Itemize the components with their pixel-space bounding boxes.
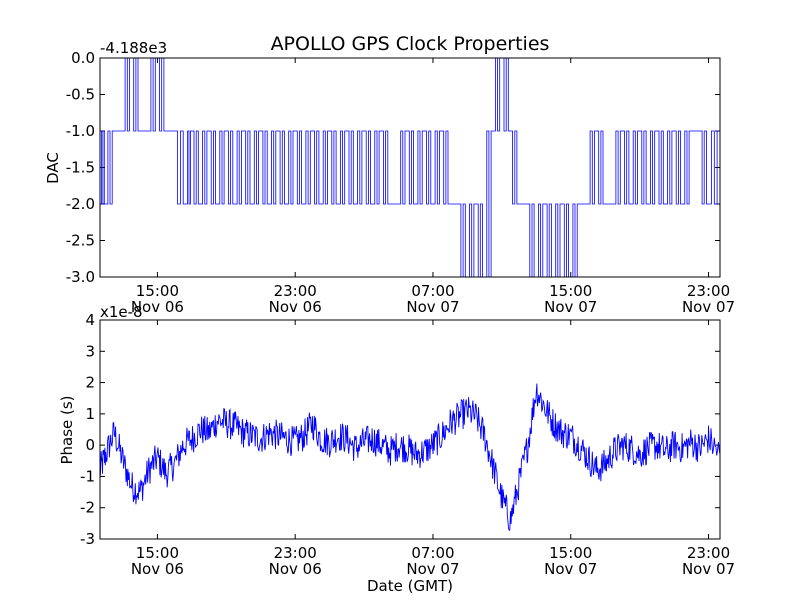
x-tick-time: 23:00: [687, 282, 730, 300]
x-tick-date: Nov 07: [682, 298, 735, 316]
y-tick-label: 2: [85, 374, 95, 392]
y-tick-label: -1.5: [66, 159, 95, 177]
x-tick-time: 23:00: [274, 544, 317, 562]
chart-title: APOLLO GPS Clock Properties: [271, 33, 550, 55]
x-axis-label: Date (GMT): [367, 577, 453, 595]
y-tick-label: -2.0: [66, 195, 95, 213]
series-group: [100, 58, 720, 277]
y-tick-label: -3.0: [66, 268, 95, 286]
y-tick-label: 1: [85, 405, 95, 423]
y-tick-label: 0.0: [71, 49, 95, 67]
y-axis-label: Phase (s): [58, 395, 76, 464]
x-tick-time: 15:00: [549, 282, 592, 300]
y-axis-label: DAC: [44, 152, 62, 184]
y-axis: 0.0 -0.5 -1.0 -1.5 -2.0 -2.5 -3.0: [66, 49, 720, 286]
y-tick-label: -2.5: [66, 232, 95, 250]
x-tick-time: 07:00: [411, 282, 454, 300]
x-tick-date: Nov 06: [131, 560, 184, 578]
series-group: [100, 383, 720, 531]
x-tick-date: Nov 07: [406, 560, 459, 578]
y-offset-label: -4.188e3: [100, 39, 167, 57]
x-tick-date: Nov 07: [544, 298, 597, 316]
x-tick-date: Nov 07: [682, 560, 735, 578]
series-line: [100, 58, 720, 277]
plot-frame: [99, 319, 721, 540]
x-tick-time: 23:00: [274, 282, 317, 300]
y-tick-label: -1.0: [66, 122, 95, 140]
x-tick-date: Nov 07: [406, 298, 459, 316]
y-tick-label: -2: [80, 499, 95, 517]
y-tick-label: 0: [85, 436, 95, 454]
x-tick-time: 15:00: [136, 282, 179, 300]
plot-frame: [99, 57, 721, 278]
x-tick-time: 15:00: [136, 544, 179, 562]
series-line: [100, 383, 720, 531]
y-tick-label: -0.5: [66, 86, 95, 104]
y-axis: 4 3 2 1 0 -1 -2 -3: [80, 311, 720, 548]
x-tick-time: 07:00: [411, 544, 454, 562]
y-tick-label: -1: [80, 467, 95, 485]
dac-chart: APOLLO GPS Clock Properties -4.188e3 DAC…: [44, 33, 735, 316]
x-tick-date: Nov 06: [131, 298, 184, 316]
x-tick-time: 23:00: [687, 544, 730, 562]
y-tick-label: 4: [85, 311, 95, 329]
x-tick-date: Nov 06: [269, 560, 322, 578]
y-tick-label: 3: [85, 342, 95, 360]
phase-chart: x1e-8 Phase (s) Date (GMT) 4 3 2 1 0 -1 -2 -3 1…: [58, 303, 735, 595]
x-tick-date: Nov 06: [269, 298, 322, 316]
y-tick-label: -3: [80, 530, 95, 548]
x-tick-date: Nov 07: [544, 560, 597, 578]
x-tick-time: 15:00: [549, 544, 592, 562]
y-scale-label: x1e-8: [100, 303, 143, 321]
